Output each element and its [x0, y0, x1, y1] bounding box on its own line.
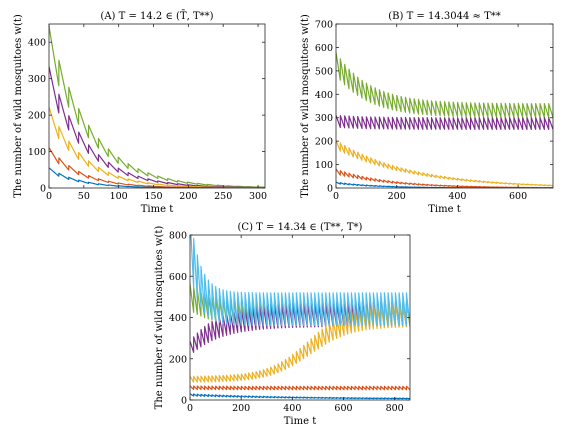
chart-panel-3: 0 200 400 600 800 0 200 400 600 800 (C) T = 14.34 …: [154, 222, 411, 427]
y-tick-label: 100: [28, 147, 46, 158]
chart-title: (B) T = 14.3044 ≈ T**: [388, 11, 501, 22]
x-axis-label: Time t: [284, 416, 316, 427]
x-tick-label: 0: [46, 191, 52, 202]
x-tick-label: 800: [386, 403, 404, 414]
y-tick-label: 600: [315, 43, 333, 54]
plot-area: [49, 26, 265, 188]
y-tick-label: 0: [40, 184, 46, 195]
y-axis-label: The number of wild mosquitoes w(t): [13, 14, 24, 198]
x-tick-label: 600: [334, 403, 352, 414]
axes-frame: [335, 23, 554, 189]
x-tick-label: 150: [144, 191, 162, 202]
series-line-2: [336, 114, 553, 130]
axes-frame: [48, 23, 266, 189]
y-tick-label: 800: [169, 231, 187, 242]
x-axis-label: Time t: [141, 204, 173, 215]
series-line-1: [49, 26, 265, 188]
y-tick-label: 0: [181, 396, 187, 407]
y-tick-label: 500: [315, 66, 333, 77]
x-tick-label: 250: [214, 191, 232, 202]
chart-panel-1: 0 50 100 150 200 250 300 0 100 200 300 400 (A) T = 1…: [13, 10, 267, 215]
series-line-4: [190, 385, 410, 391]
x-tick-label: 300: [249, 191, 267, 202]
y-tick-label: 300: [315, 113, 333, 124]
series-line-1: [336, 52, 553, 119]
x-tick-label: 400: [283, 403, 301, 414]
y-axis-label: The number of wild mosquitoes w(t): [300, 14, 311, 198]
x-tick-label: 0: [187, 403, 193, 414]
plot-area: [190, 235, 410, 400]
y-tick-label: 400: [169, 313, 187, 324]
x-tick-label: 0: [333, 191, 339, 202]
x-tick-label: 400: [448, 191, 466, 202]
y-tick-label: 700: [315, 20, 333, 31]
plot-area: [336, 52, 553, 188]
series-line-6: [190, 235, 410, 327]
x-tick-label: 50: [78, 191, 90, 202]
y-tick-label: 300: [28, 74, 46, 85]
y-tick-label: 600: [169, 272, 187, 283]
series-line-2: [49, 66, 265, 188]
y-tick-label: 200: [169, 354, 187, 365]
chart-title: (C) T = 14.34 ∈ (T**, T*): [238, 222, 363, 233]
y-tick-label: 400: [28, 38, 46, 49]
y-tick-label: 0: [327, 184, 333, 195]
x-tick-label: 100: [110, 191, 128, 202]
series-line-3: [336, 140, 553, 187]
x-tick-label: 200: [179, 191, 197, 202]
x-axis-label: Time t: [428, 204, 460, 215]
chart-title: (A) T = 14.2 ∈ (T̄, T**): [100, 10, 213, 22]
y-axis-label: The number of wild mosquitoes w(t): [154, 226, 165, 410]
x-tick-label: 200: [388, 191, 406, 202]
x-tick-label: 200: [232, 403, 250, 414]
series-line-5: [190, 393, 410, 400]
chart-panel-2: 0 200 400 600 0 100 200 300 400 500 600 700 (B) T = …: [300, 11, 554, 215]
y-tick-label: 400: [315, 90, 333, 101]
y-tick-label: 200: [28, 111, 46, 122]
y-tick-label: 200: [315, 137, 333, 148]
y-tick-label: 100: [315, 160, 333, 171]
x-tick-label: 600: [509, 191, 527, 202]
